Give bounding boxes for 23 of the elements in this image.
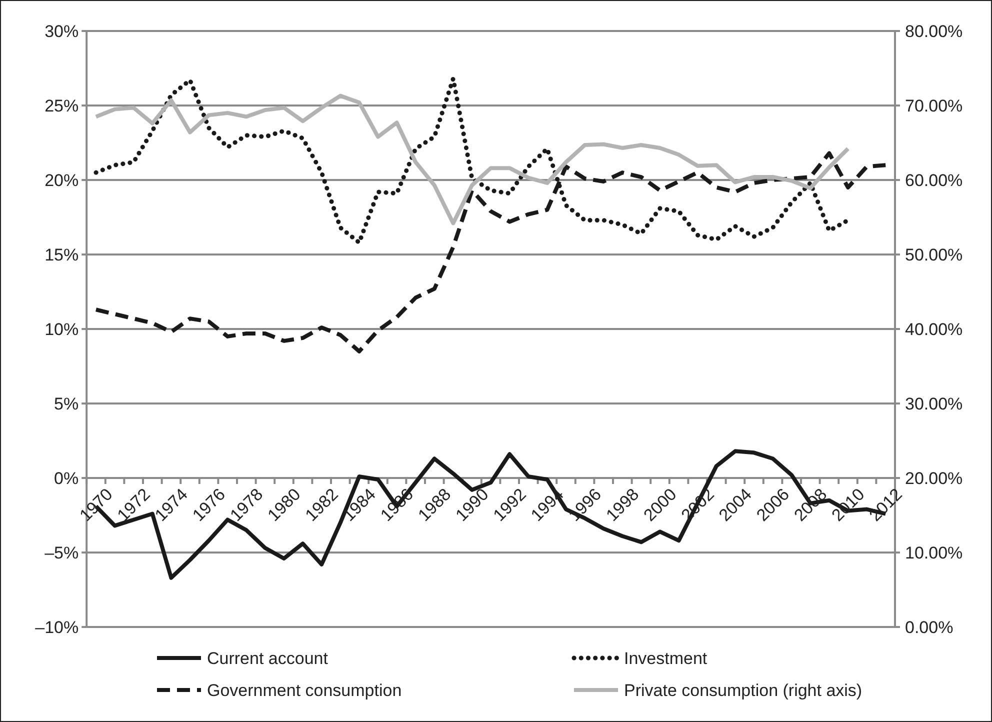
y2-tick-label: 70.00% xyxy=(905,96,963,116)
y-tick-label: 10% xyxy=(44,320,79,339)
legend-label: Current account xyxy=(207,648,328,668)
y-tick-label: 30% xyxy=(44,22,79,41)
legend-label: Private consumption (right axis) xyxy=(624,680,862,700)
y2-tick-label: 60.00% xyxy=(905,170,963,190)
y2-tick-label: 0.00% xyxy=(905,618,954,637)
y-tick-label: –5% xyxy=(44,543,79,562)
y-tick-label: –10% xyxy=(35,618,79,637)
y-tick-label: 15% xyxy=(44,245,79,264)
y2-tick-label: 80.00% xyxy=(905,22,963,41)
y-tick-label: 20% xyxy=(44,170,79,190)
line-series xyxy=(94,94,850,226)
y-tick-label: 0% xyxy=(54,468,79,488)
legend-label: Government consumption xyxy=(207,680,402,700)
y2-tick-label: 20.00% xyxy=(905,468,963,488)
legend-label: Investment xyxy=(624,648,708,668)
y2-tick-label: 30.00% xyxy=(905,394,963,414)
y2-tick-label: 10.00% xyxy=(905,543,963,562)
y2-tick-label: 50.00% xyxy=(905,245,963,264)
y-tick-label: 25% xyxy=(44,96,79,116)
y-tick-label: 5% xyxy=(54,394,79,414)
y2-tick-label: 40.00% xyxy=(905,320,963,339)
